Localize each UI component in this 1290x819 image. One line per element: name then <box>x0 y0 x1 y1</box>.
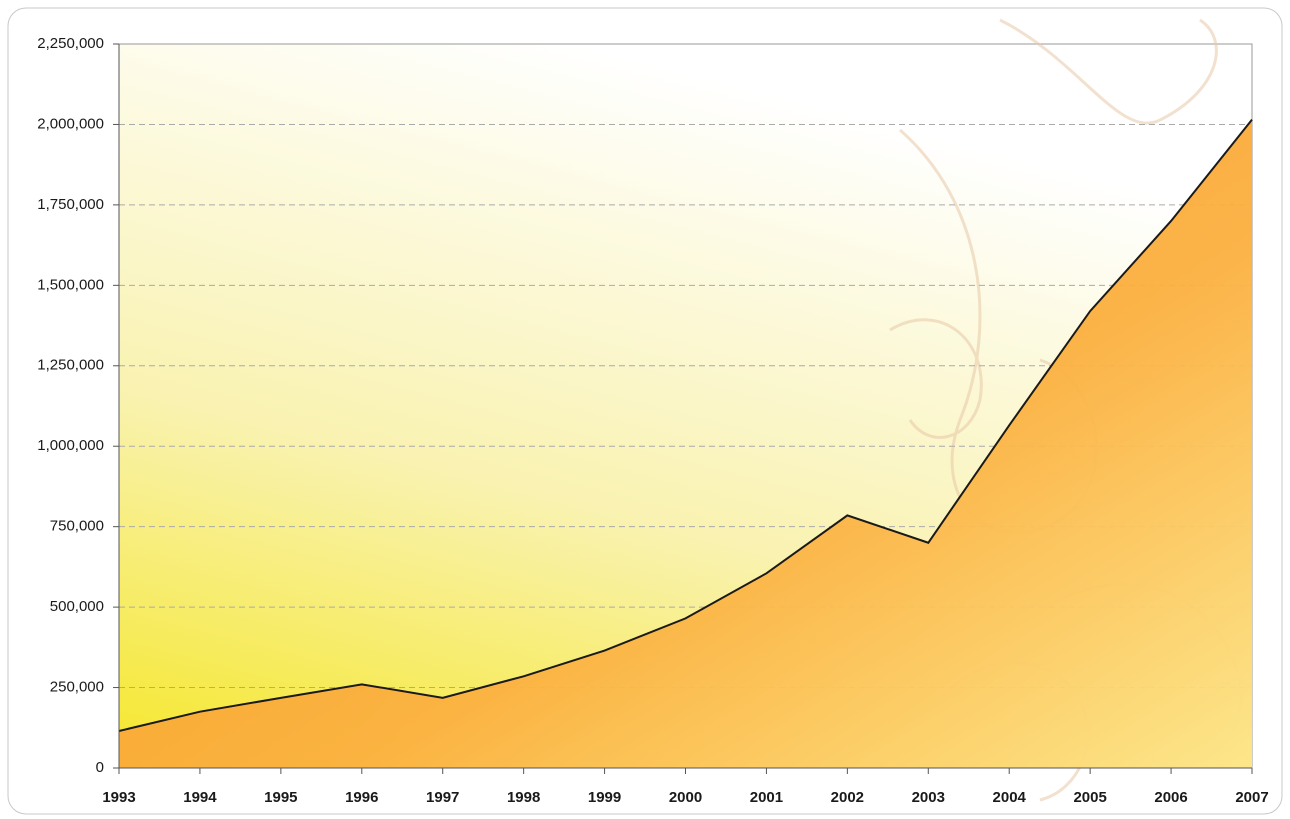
y-tick-label: 1,000,000 <box>37 437 104 454</box>
area-line <box>118 118 1253 732</box>
x-tick-label: 2007 <box>1235 789 1268 806</box>
x-tick-label: 2000 <box>669 789 702 806</box>
area <box>119 119 1252 768</box>
y-tick-label: 1,250,000 <box>37 357 104 374</box>
y-tick-label: 1,500,000 <box>37 276 104 293</box>
y-tick-label: 2,250,000 <box>37 35 104 52</box>
y-tick-label: 1,750,000 <box>37 196 104 213</box>
y-tick-label: 0 <box>96 759 104 776</box>
x-tick-label: 1995 <box>264 789 297 806</box>
x-tick-label: 2002 <box>831 789 864 806</box>
y-tick-label: 500,000 <box>50 598 104 615</box>
x-tick-label: 2004 <box>993 789 1027 806</box>
y-tick-label: 750,000 <box>50 518 104 535</box>
y-tick-label: 2,000,000 <box>37 115 104 132</box>
x-tick-label: 1993 <box>102 789 135 806</box>
x-tick-label: 2005 <box>1073 789 1106 806</box>
x-tick-label: 2003 <box>912 789 945 806</box>
x-tick-label: 1994 <box>183 789 217 806</box>
x-tick-label: 1999 <box>588 789 621 806</box>
x-tick-label: 1997 <box>426 789 459 806</box>
x-tick-label: 1996 <box>345 789 378 806</box>
x-tick-label: 2001 <box>750 789 783 806</box>
x-tick-label: 2006 <box>1154 789 1187 806</box>
y-tick-label: 250,000 <box>50 679 104 696</box>
x-tick-label: 1998 <box>507 789 540 806</box>
